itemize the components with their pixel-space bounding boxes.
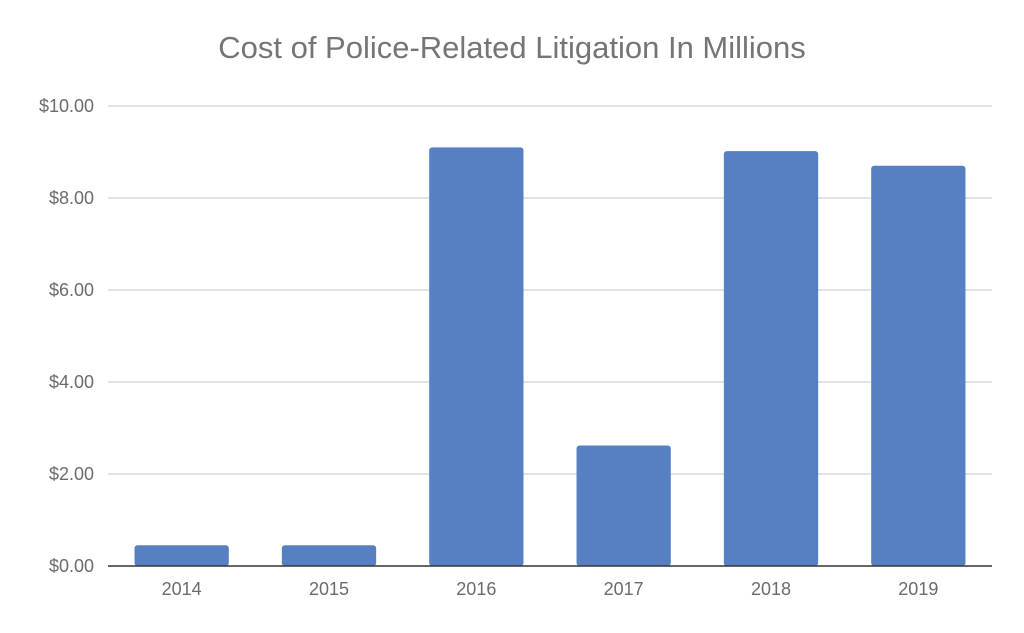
y-tick-label: $0.00	[49, 556, 94, 576]
bar-2018	[723, 151, 819, 566]
x-tick-label: 2016	[456, 579, 496, 599]
bar-2017	[576, 445, 671, 566]
y-tick-label: $10.00	[39, 96, 94, 116]
y-tick-label: $4.00	[49, 372, 94, 392]
gridlines	[108, 105, 992, 475]
x-tick-label: 2017	[604, 579, 644, 599]
x-tick-label: 2018	[751, 579, 791, 599]
bars	[134, 147, 966, 567]
y-tick-labels: $0.00 $2.00 $4.00 $6.00 $8.00 $10.00	[39, 96, 94, 576]
bar-2016	[429, 147, 524, 566]
bar-2015	[281, 545, 377, 566]
chart-title: Cost of Police-Related Litigation In Mil…	[218, 30, 806, 65]
x-tick-label: 2015	[309, 579, 349, 599]
bar-2014	[134, 545, 229, 566]
x-tick-label: 2019	[898, 579, 938, 599]
y-tick-label: $6.00	[49, 280, 94, 300]
x-tick-labels: 2014 2015 2016 2017 2018 2019	[162, 579, 939, 599]
y-tick-label: $8.00	[49, 188, 94, 208]
bar-2019	[871, 165, 966, 567]
x-tick-label: 2014	[162, 579, 202, 599]
y-tick-label: $2.00	[49, 464, 94, 484]
